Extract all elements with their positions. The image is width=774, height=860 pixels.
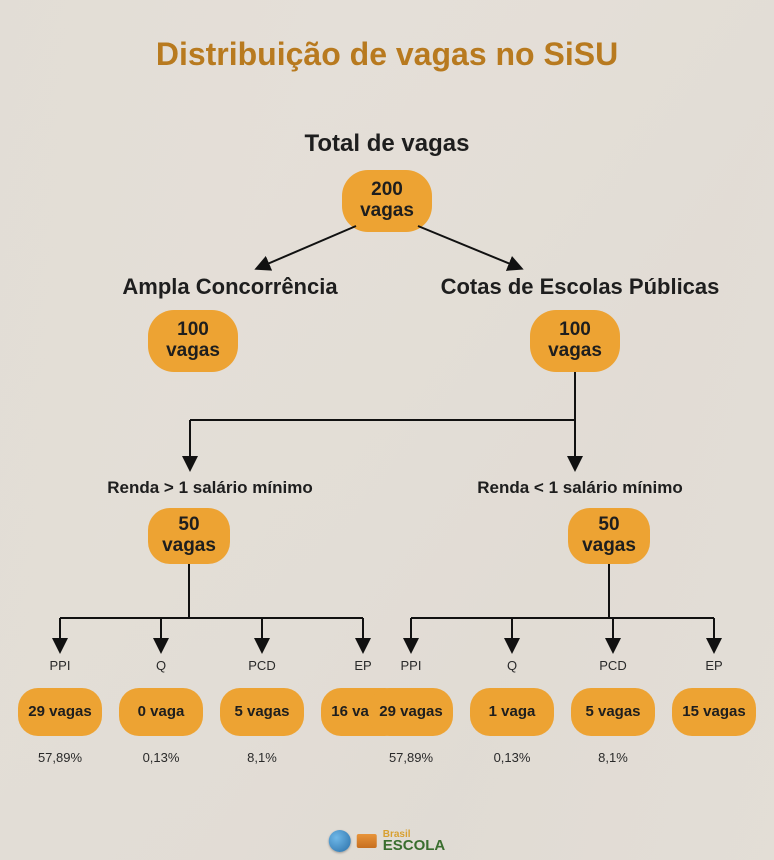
leaf-code: PCD bbox=[232, 658, 292, 673]
l2-right-pill: 50 vagas bbox=[568, 508, 650, 564]
l1-right-value: 100 bbox=[559, 320, 591, 341]
leaf-code: Q bbox=[482, 658, 542, 673]
root-value: 200 bbox=[371, 180, 403, 201]
leaf-pct: 8,1% bbox=[573, 750, 653, 765]
l1-right-pill: 100 vagas bbox=[530, 310, 620, 372]
leaf-code: EP bbox=[684, 658, 744, 673]
leaf-value: 0 vaga bbox=[138, 704, 185, 721]
leaf-pct: 0,13% bbox=[121, 750, 201, 765]
l2-left-unit: vagas bbox=[162, 536, 216, 557]
root-pill: 200 vagas bbox=[342, 170, 432, 232]
leaf-value: 15 vagas bbox=[682, 704, 745, 721]
l1-right-label: Cotas de Escolas Públicas bbox=[420, 274, 740, 300]
leaf-pill: 15 vagas bbox=[672, 688, 756, 736]
book-icon bbox=[357, 834, 377, 848]
leaf-pct: 8,1% bbox=[222, 750, 302, 765]
leaf-value: 29 vagas bbox=[28, 704, 91, 721]
leaf-pct: 0,13% bbox=[472, 750, 552, 765]
leaf-pill: 29 vagas bbox=[369, 688, 453, 736]
root-label: Total de vagas bbox=[0, 130, 774, 158]
leaf-code: PPI bbox=[381, 658, 441, 673]
leaf-pct: 57,89% bbox=[20, 750, 100, 765]
leaf-value: 5 vagas bbox=[234, 704, 289, 721]
leaf-pill: 1 vaga bbox=[470, 688, 554, 736]
root-unit: vagas bbox=[360, 201, 414, 222]
leaf-value: 1 vaga bbox=[489, 704, 536, 721]
l2-right-value: 50 bbox=[598, 515, 619, 536]
leaf-pill: 5 vagas bbox=[571, 688, 655, 736]
leaf-pill: 0 vaga bbox=[119, 688, 203, 736]
leaf-value: 5 vagas bbox=[585, 704, 640, 721]
leaf-code: PPI bbox=[30, 658, 90, 673]
globe-icon bbox=[329, 830, 351, 852]
leaf-pct: 57,89% bbox=[371, 750, 451, 765]
leaf-value: 29 vagas bbox=[379, 704, 442, 721]
l1-left-label: Ampla Concorrência bbox=[100, 274, 360, 300]
l1-right-unit: vagas bbox=[548, 341, 602, 362]
l2-left-value: 50 bbox=[178, 515, 199, 536]
l1-left-unit: vagas bbox=[166, 341, 220, 362]
leaf-pill: 29 vagas bbox=[18, 688, 102, 736]
brand-logo: Brasil ESCOLA bbox=[329, 830, 446, 853]
leaf-code: PCD bbox=[583, 658, 643, 673]
leaf-code: Q bbox=[131, 658, 191, 673]
logo-line2: ESCOLA bbox=[383, 839, 446, 853]
page-title: Distribuição de vagas no SiSU bbox=[0, 0, 774, 73]
l2-right-label: Renda < 1 salário mínimo bbox=[440, 478, 720, 498]
l1-left-pill: 100 vagas bbox=[148, 310, 238, 372]
l2-left-pill: 50 vagas bbox=[148, 508, 230, 564]
leaf-pill: 5 vagas bbox=[220, 688, 304, 736]
l2-right-unit: vagas bbox=[582, 536, 636, 557]
l1-left-value: 100 bbox=[177, 320, 209, 341]
l2-left-label: Renda > 1 salário mínimo bbox=[80, 478, 340, 498]
